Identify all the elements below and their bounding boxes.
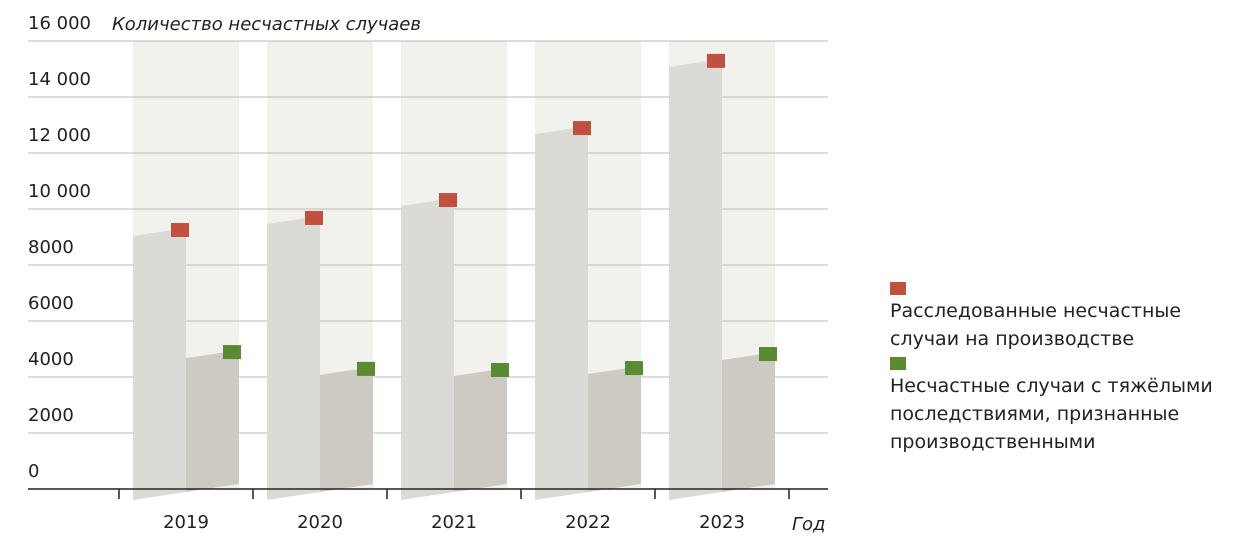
y-tick-label: 10 000 bbox=[28, 181, 91, 202]
marker bbox=[357, 361, 375, 376]
marker bbox=[707, 53, 725, 68]
bar bbox=[401, 198, 454, 501]
marker bbox=[759, 347, 777, 362]
bar bbox=[186, 350, 239, 492]
y-tick-label: 16 000 bbox=[28, 13, 91, 34]
x-tick-label: 2023 bbox=[699, 512, 745, 533]
legend-swatch bbox=[890, 282, 906, 295]
marker bbox=[573, 121, 591, 136]
marker bbox=[625, 361, 643, 376]
y-tick-label: 0 bbox=[28, 461, 39, 482]
bar bbox=[535, 126, 588, 500]
x-axis-label: Год bbox=[792, 514, 826, 535]
bar bbox=[320, 366, 373, 492]
bar bbox=[454, 368, 507, 492]
bar bbox=[267, 215, 320, 500]
y-tick-label: 4000 bbox=[28, 349, 74, 370]
x-tick-label: 2020 bbox=[297, 512, 343, 533]
x-tick-label: 2022 bbox=[565, 512, 611, 533]
chart: Количество несчастных случаев Год 0 2000 4… bbox=[28, 13, 828, 535]
bar bbox=[588, 366, 641, 492]
marker bbox=[171, 223, 189, 237]
x-tick-label: 2021 bbox=[431, 512, 477, 533]
x-tick-label: 2019 bbox=[163, 512, 209, 533]
y-tick-label: 6000 bbox=[28, 293, 74, 314]
bar bbox=[669, 58, 722, 500]
marker bbox=[305, 210, 323, 225]
legend-label: Расследованные несчастные случаи на прои… bbox=[890, 300, 1182, 350]
legend-label: Несчастные случаи с тяжёлыми последствия… bbox=[890, 375, 1213, 453]
marker bbox=[491, 363, 509, 377]
y-tick-label: 12 000 bbox=[28, 125, 91, 146]
chart-title: Количество несчастных случаев bbox=[112, 14, 421, 35]
bar bbox=[722, 352, 775, 492]
marker bbox=[223, 345, 241, 360]
y-tick-label: 8000 bbox=[28, 237, 74, 258]
bar bbox=[133, 228, 186, 500]
legend-swatch bbox=[890, 357, 906, 370]
y-tick-label: 2000 bbox=[28, 405, 74, 426]
legend: Расследованные несчастные случаи на прои… bbox=[890, 278, 1220, 456]
marker bbox=[439, 193, 457, 208]
y-tick-label: 14 000 bbox=[28, 69, 91, 90]
